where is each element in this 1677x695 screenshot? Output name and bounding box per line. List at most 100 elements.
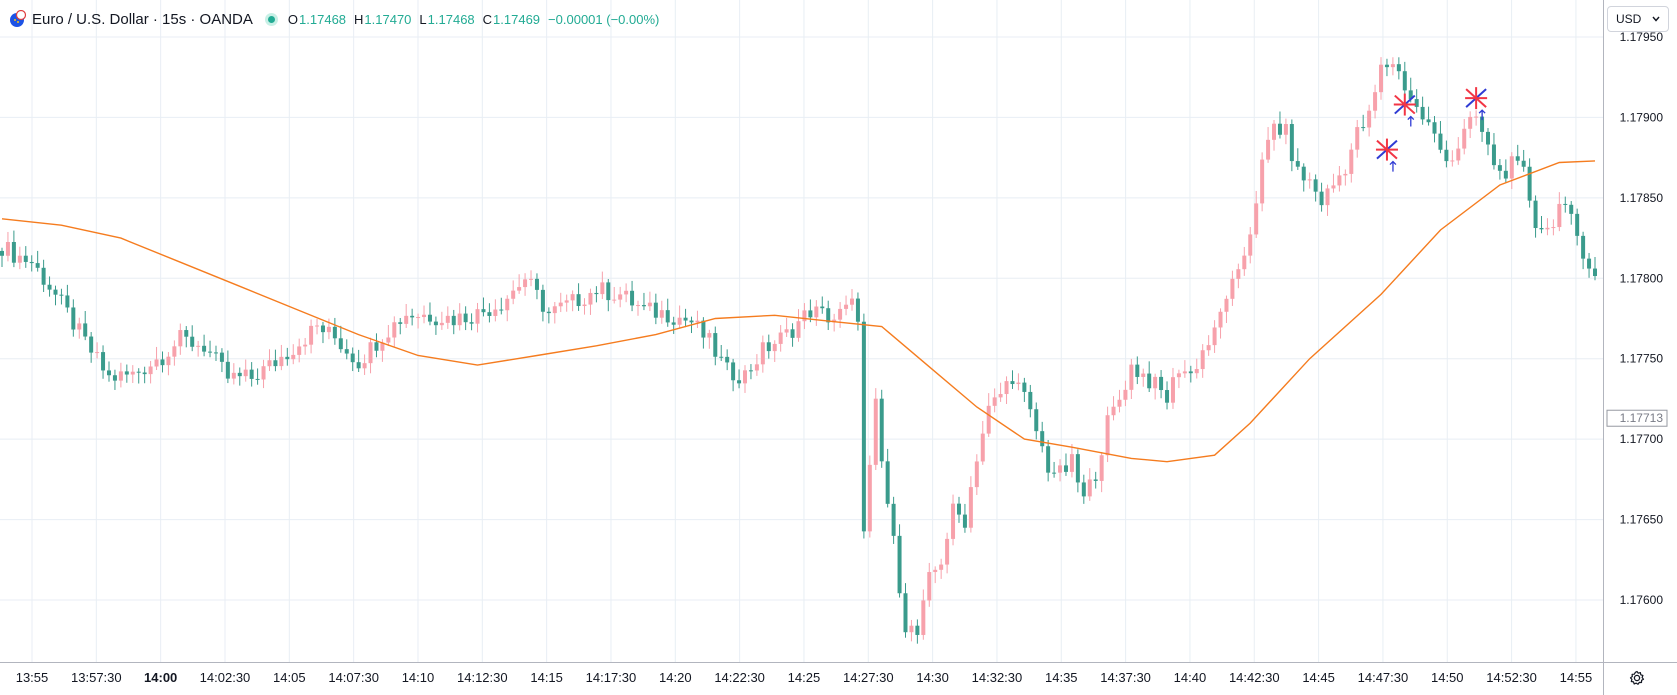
candle: [802, 303, 807, 330]
candle: [1384, 58, 1389, 77]
candle: [921, 589, 926, 640]
candle: [136, 368, 141, 384]
candle: [59, 288, 64, 305]
candle: [1420, 96, 1425, 125]
candle: [422, 305, 427, 324]
change-value: −0.00001 (−0.00%): [548, 11, 660, 27]
market-status-icon[interactable]: [264, 12, 278, 26]
candle: [867, 455, 872, 538]
candle: [1272, 119, 1277, 151]
currency-label: USD: [1616, 12, 1642, 26]
candle: [101, 345, 106, 379]
candle: [1170, 367, 1175, 409]
candle: [1456, 137, 1461, 165]
candle: [112, 369, 117, 390]
euro-dollar-flag-icon: [10, 10, 26, 27]
candle: [1426, 106, 1431, 126]
open-value: O1.17468: [287, 11, 347, 27]
candle: [945, 532, 950, 574]
candle: [1527, 158, 1532, 208]
candle: [1575, 208, 1580, 246]
candle: [1545, 218, 1550, 236]
candle: [106, 361, 111, 382]
time-tick-label: 14:35: [1045, 670, 1078, 685]
candle: [202, 334, 207, 357]
candle: [124, 364, 129, 383]
signal-marker[interactable]: [1465, 87, 1488, 121]
candle: [297, 338, 302, 363]
candle: [261, 359, 266, 389]
candle: [1521, 149, 1526, 172]
candle: [1165, 381, 1170, 410]
candle: [808, 299, 813, 323]
time-tick-label: 14:25: [788, 670, 821, 685]
candle: [118, 362, 123, 388]
candle: [29, 255, 34, 272]
candle: [1063, 453, 1068, 476]
candle: [445, 306, 450, 329]
candle: [398, 317, 403, 335]
candle: [172, 340, 177, 366]
candle: [1212, 320, 1217, 353]
chevron-down-icon: [1652, 16, 1660, 22]
candle: [707, 329, 712, 349]
candle: [65, 284, 70, 313]
candle: [1028, 384, 1033, 418]
time-tick-label: 14:52:30: [1486, 670, 1537, 685]
candle: [1515, 144, 1520, 166]
symbol-title[interactable]: Euro / U.S. Dollar · 15s · OANDA: [32, 10, 253, 28]
time-tick-label: 13:55: [16, 670, 49, 685]
candle: [695, 310, 700, 329]
candle: [582, 298, 587, 315]
candle: [487, 303, 492, 323]
chart-settings-button[interactable]: [1624, 665, 1650, 691]
candle: [832, 313, 837, 332]
candle: [1254, 190, 1259, 239]
candle: [5, 231, 10, 262]
candle: [1135, 356, 1140, 385]
candle: [1052, 461, 1057, 478]
currency-button[interactable]: USD: [1607, 6, 1669, 32]
candle: [1444, 140, 1449, 168]
candle: [130, 365, 135, 383]
candle: [255, 368, 260, 385]
signal-marker[interactable]: [1393, 93, 1416, 127]
candle: [1533, 195, 1538, 238]
candle: [576, 283, 581, 311]
candle: [1016, 373, 1021, 391]
candle: [475, 302, 480, 333]
candle: [826, 300, 831, 331]
candle: [713, 326, 718, 366]
candle: [1206, 335, 1211, 356]
candle: [838, 302, 843, 328]
candle: [980, 420, 985, 465]
candle: [511, 280, 516, 305]
symbol-legend: Euro / U.S. Dollar · 15s · OANDA O1.1746…: [8, 8, 659, 30]
candle: [219, 348, 224, 373]
ohlc-values: O1.17468 H1.17470 L1.17468 C1.17469 −0.0…: [288, 12, 659, 27]
candle: [683, 308, 688, 328]
candle: [897, 524, 902, 598]
candle: [915, 619, 920, 644]
candle: [636, 300, 641, 316]
candle: [1402, 61, 1407, 97]
candle: [588, 288, 593, 315]
candle: [1230, 270, 1235, 306]
signal-marker[interactable]: [1375, 138, 1398, 172]
candle: [891, 496, 896, 544]
candle: [160, 351, 165, 373]
candle: [956, 496, 961, 523]
candle: [142, 366, 147, 384]
time-tick-label: 14:20: [659, 670, 692, 685]
candle: [1474, 110, 1479, 126]
candle: [612, 286, 617, 304]
candle: [386, 325, 391, 347]
price-tick-label: 1.17600: [1620, 593, 1664, 607]
moving-average-line: [1, 160, 1596, 463]
candle: [190, 325, 195, 352]
candle: [1289, 119, 1294, 172]
candle: [796, 309, 801, 342]
candle: [148, 360, 153, 384]
candle: [1295, 148, 1300, 170]
